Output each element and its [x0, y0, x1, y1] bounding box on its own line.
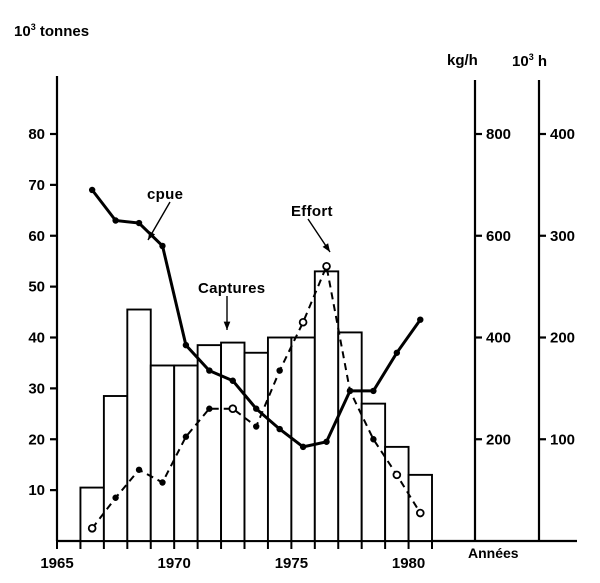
bar-captures-1968[interactable] [126, 308, 152, 542]
series-marker-effort[interactable] [228, 404, 238, 414]
right-axis-1-tick-label: 800 [486, 126, 511, 143]
series-marker-effort[interactable] [298, 317, 308, 327]
x-axis-tick-label: 1975 [275, 555, 308, 572]
bar-captures-1980[interactable] [407, 473, 433, 542]
bar-captures-1977[interactable] [337, 331, 363, 542]
annotation-effort: Effort [291, 203, 333, 220]
series-marker-cpue[interactable] [299, 443, 307, 451]
x-axis-tick-label: 1980 [392, 555, 425, 572]
series-marker-effort[interactable] [415, 508, 425, 518]
bar-captures-1967[interactable] [102, 395, 129, 542]
left-axis-tick-label: 30 [28, 380, 45, 397]
right-axis-2-tick-label: 100 [550, 431, 575, 448]
series-marker-cpue[interactable] [206, 367, 213, 374]
series-marker-cpue[interactable] [182, 341, 190, 349]
series-marker-cpue[interactable] [88, 186, 96, 194]
series-marker-effort[interactable] [392, 470, 402, 480]
right-axis-title-1000h: 103 h [512, 52, 548, 70]
annotation-captures: Captures [198, 280, 266, 297]
series-marker-effort[interactable] [112, 494, 119, 501]
right-axis-1-tick-label: 600 [486, 228, 511, 245]
left-axis-tick-label: 20 [28, 431, 45, 448]
left-axis-tick-label: 40 [28, 330, 45, 347]
series-marker-effort[interactable] [370, 436, 377, 443]
right-axis-title-kgh: kg/h [447, 52, 478, 69]
series-marker-effort[interactable] [182, 433, 190, 440]
bar-captures-1969[interactable] [149, 364, 176, 542]
series-marker-effort[interactable] [322, 261, 331, 271]
series-marker-cpue[interactable] [417, 316, 424, 323]
left-axis-tick-label: 60 [28, 228, 45, 245]
bar-captures-1966[interactable] [79, 486, 105, 542]
right-axis-1-tick-label: 400 [486, 330, 511, 347]
bar-captures-1973[interactable] [243, 351, 269, 542]
left-axis-tick-label: 10 [28, 482, 45, 499]
right-axis-2-tick-label: 400 [550, 126, 575, 143]
series-marker-cpue[interactable] [112, 217, 119, 224]
bar-captures-1976[interactable] [313, 270, 340, 542]
right-axis-1-tick-label: 200 [486, 431, 511, 448]
series-marker-effort[interactable] [135, 466, 143, 473]
series-marker-effort[interactable] [346, 387, 354, 395]
series-marker-cpue[interactable] [276, 425, 283, 433]
series-marker-effort[interactable] [87, 523, 97, 533]
annotation-cpue: cpue [147, 186, 184, 203]
series-marker-cpue[interactable] [323, 438, 330, 445]
series-marker-effort[interactable] [253, 423, 260, 430]
series-marker-cpue[interactable] [393, 349, 401, 356]
x-axis-tick-label: 1965 [40, 555, 73, 572]
series-marker-cpue[interactable] [135, 219, 143, 227]
left-axis-tick-label: 70 [28, 177, 45, 194]
series-marker-effort[interactable] [276, 367, 283, 374]
series-marker-effort[interactable] [159, 479, 166, 486]
annotation-arrow-cpue-head [148, 231, 156, 240]
left-axis-tick-label: 50 [28, 279, 45, 296]
series-marker-effort[interactable] [206, 405, 213, 412]
right-axis-2-tick-label: 300 [550, 228, 575, 245]
series-marker-cpue[interactable] [229, 377, 236, 384]
left-axis-tick-label: 80 [28, 126, 45, 143]
x-axis-tick-label: 1970 [158, 555, 191, 572]
series-marker-cpue[interactable] [159, 242, 166, 250]
left-axis-title: 103 tonnes [14, 22, 90, 40]
bar-captures-1972[interactable] [220, 341, 246, 542]
right-axis-2-tick-label: 200 [550, 330, 575, 347]
series-marker-cpue[interactable] [370, 387, 377, 395]
annotation-arrow-captures-head [223, 321, 231, 330]
annotation-arrow-effort-head [322, 243, 330, 252]
series-marker-cpue[interactable] [253, 405, 260, 412]
x-axis-title: Années [468, 545, 519, 561]
